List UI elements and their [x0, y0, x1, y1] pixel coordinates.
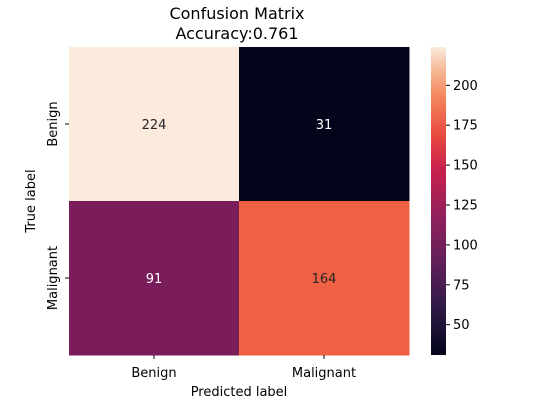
- colorbar-ticks: 50 75 100 125 150 175 200: [446, 79, 478, 333]
- colorbar-tick-label: 150: [453, 159, 478, 174]
- y-tick-label: Benign: [46, 101, 61, 146]
- x-axis-ticks: Benign Malignant: [131, 355, 356, 381]
- cell-annotation-1-1: 164: [312, 272, 337, 287]
- colorbar-tick-label: 175: [453, 119, 478, 134]
- heatmap-cell-0-0: [69, 47, 240, 202]
- colorbar-tick-label: 125: [453, 198, 478, 213]
- y-tick-label: Malignant: [46, 246, 61, 310]
- heatmap-cells: [69, 47, 410, 356]
- cell-annotation-0-0: 224: [142, 118, 167, 133]
- colorbar-tick-label: 100: [453, 238, 478, 253]
- colorbar-tick-label: 50: [453, 318, 470, 333]
- x-axis-label: Predicted label: [191, 385, 288, 400]
- y-axis-ticks: Benign Malignant: [46, 101, 69, 310]
- heatmap-cell-1-1: [239, 201, 410, 356]
- x-tick-label: Benign: [131, 366, 176, 381]
- colorbar: [431, 47, 446, 355]
- heatmap-cell-0-1: [239, 47, 410, 202]
- y-axis-label: True label: [24, 169, 39, 233]
- cell-annotations: 224 31 91 164: [142, 118, 337, 287]
- chart-title-line2: Accuracy:0.761: [175, 24, 298, 43]
- colorbar-tick-label: 75: [453, 278, 470, 293]
- heatmap-cell-1-0: [69, 201, 240, 356]
- cell-annotation-1-0: 91: [146, 272, 163, 287]
- x-tick-label: Malignant: [292, 366, 356, 381]
- colorbar-tick-label: 200: [453, 79, 478, 94]
- chart-title-line1: Confusion Matrix: [169, 4, 304, 23]
- cell-annotation-0-1: 31: [316, 118, 333, 133]
